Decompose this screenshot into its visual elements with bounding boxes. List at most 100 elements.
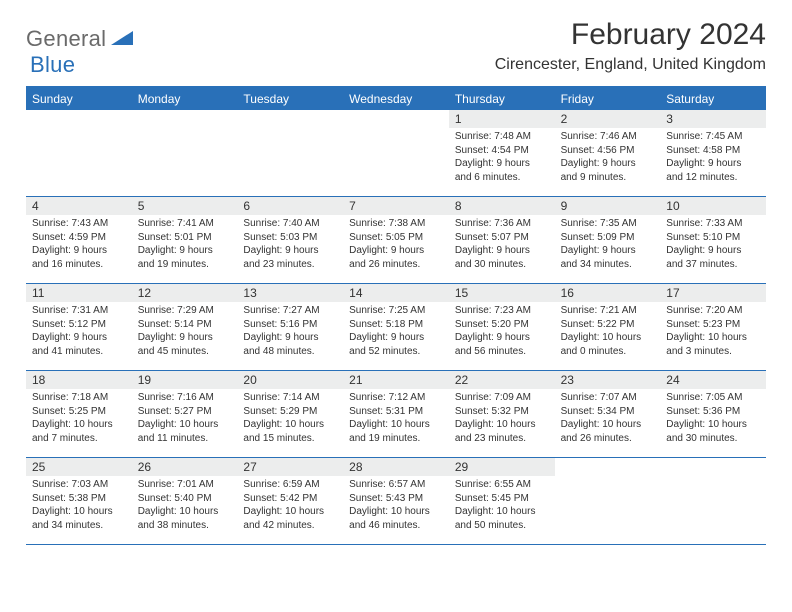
day-info: Sunrise: 6:55 AMSunset: 5:45 PMDaylight:… bbox=[453, 478, 551, 532]
day-cell: 2 Sunrise: 7:46 AMSunset: 4:56 PMDaylight… bbox=[555, 110, 661, 196]
day-cell: 21Sunrise: 7:12 AMSunset: 5:31 PMDayligh… bbox=[343, 371, 449, 457]
day-cell: 1Sunrise: 7:48 AMSunset: 4:54 PMDaylight… bbox=[449, 110, 555, 196]
day-cell: 11 Sunrise: 7:31 AMSunset: 5:12 PMDayligh… bbox=[26, 284, 132, 370]
day-cell: 9 Sunrise: 7:35 AMSunset: 5:09 PMDaylight… bbox=[555, 197, 661, 283]
day-info: Sunrise: 7:25 AMSunset: 5:18 PMDaylight:… bbox=[347, 304, 445, 358]
week-row: 25 Sunrise: 7:03 AMSunset: 5:38 PMDayligh… bbox=[26, 457, 766, 544]
day-info: Sunrise: 7:18 AMSunset: 5:25 PMDaylight:… bbox=[30, 391, 128, 445]
day-number: 18 bbox=[26, 371, 132, 389]
day-number: 23 bbox=[555, 371, 661, 389]
day-number: 12 bbox=[132, 284, 238, 302]
day-info: Sunrise: 7:48 AMSunset: 4:54 PMDaylight:… bbox=[453, 130, 551, 184]
day-number: 29 bbox=[449, 458, 555, 476]
day-info: Sunrise: 7:07 AMSunset: 5:34 PMDaylight:… bbox=[559, 391, 657, 445]
day-cell: 20 Sunrise: 7:14 AMSunset: 5:29 PMDayligh… bbox=[237, 371, 343, 457]
day-info: Sunrise: 7:36 AMSunset: 5:07 PMDaylight:… bbox=[453, 217, 551, 271]
day-info: Sunrise: 7:43 AMSunset: 4:59 PMDaylight:… bbox=[30, 217, 128, 271]
day-number: 16 bbox=[555, 284, 661, 302]
day-cell: 28 Sunrise: 6:57 AMSunset: 5:43 PMDayligh… bbox=[343, 458, 449, 544]
day-cell bbox=[555, 458, 661, 544]
week-row: 18 Sunrise: 7:18 AMSunset: 5:25 PMDayligh… bbox=[26, 370, 766, 457]
day-cell: 15 Sunrise: 7:23 AMSunset: 5:20 PMDayligh… bbox=[449, 284, 555, 370]
day-info: Sunrise: 7:03 AMSunset: 5:38 PMDaylight:… bbox=[30, 478, 128, 532]
day-number: 9 bbox=[555, 197, 661, 215]
day-cell: 7Sunrise: 7:38 AMSunset: 5:05 PMDaylight… bbox=[343, 197, 449, 283]
day-number: 20 bbox=[237, 371, 343, 389]
day-info: Sunrise: 7:41 AMSunset: 5:01 PMDaylight:… bbox=[136, 217, 234, 271]
day-info: Sunrise: 7:05 AMSunset: 5:36 PMDaylight:… bbox=[664, 391, 762, 445]
day-cell: 27Sunrise: 6:59 AMSunset: 5:42 PMDayligh… bbox=[237, 458, 343, 544]
day-cell bbox=[660, 458, 766, 544]
day-number: 8 bbox=[449, 197, 555, 215]
day-header-row: SundayMondayTuesdayWednesdayThursdayFrid… bbox=[26, 88, 766, 110]
day-header: Saturday bbox=[660, 88, 766, 110]
day-cell: 18 Sunrise: 7:18 AMSunset: 5:25 PMDayligh… bbox=[26, 371, 132, 457]
day-number: 10 bbox=[660, 197, 766, 215]
day-info: Sunrise: 6:57 AMSunset: 5:43 PMDaylight:… bbox=[347, 478, 445, 532]
day-number: 19 bbox=[132, 371, 238, 389]
day-header: Monday bbox=[132, 88, 238, 110]
day-number: 26 bbox=[132, 458, 238, 476]
day-header: Friday bbox=[555, 88, 661, 110]
day-cell: 13 Sunrise: 7:27 AMSunset: 5:16 PMDayligh… bbox=[237, 284, 343, 370]
calendar: SundayMondayTuesdayWednesdayThursdayFrid… bbox=[26, 86, 766, 545]
day-number: 4 bbox=[26, 197, 132, 215]
day-number: 25 bbox=[26, 458, 132, 476]
day-header: Wednesday bbox=[343, 88, 449, 110]
day-number: 21 bbox=[343, 371, 449, 389]
day-info: Sunrise: 7:20 AMSunset: 5:23 PMDaylight:… bbox=[664, 304, 762, 358]
day-number: 7 bbox=[343, 197, 449, 215]
day-cell: 22Sunrise: 7:09 AMSunset: 5:32 PMDayligh… bbox=[449, 371, 555, 457]
day-number: 2 bbox=[555, 110, 661, 128]
day-cell: 19 Sunrise: 7:16 AMSunset: 5:27 PMDayligh… bbox=[132, 371, 238, 457]
day-number: 6 bbox=[237, 197, 343, 215]
day-number: 28 bbox=[343, 458, 449, 476]
logo-text-general: General bbox=[26, 26, 106, 52]
header: General February 2024 Cirencester, Engla… bbox=[0, 0, 792, 78]
day-info: Sunrise: 7:33 AMSunset: 5:10 PMDaylight:… bbox=[664, 217, 762, 271]
day-number: 22 bbox=[449, 371, 555, 389]
logo: General bbox=[26, 26, 135, 52]
day-info: Sunrise: 7:23 AMSunset: 5:20 PMDaylight:… bbox=[453, 304, 551, 358]
day-cell: 5Sunrise: 7:41 AMSunset: 5:01 PMDaylight… bbox=[132, 197, 238, 283]
day-cell bbox=[237, 110, 343, 196]
day-info: Sunrise: 7:27 AMSunset: 5:16 PMDaylight:… bbox=[241, 304, 339, 358]
week-row: 1Sunrise: 7:48 AMSunset: 4:54 PMDaylight… bbox=[26, 110, 766, 196]
day-number: 3 bbox=[660, 110, 766, 128]
day-number: 24 bbox=[660, 371, 766, 389]
day-cell: 3 Sunrise: 7:45 AMSunset: 4:58 PMDaylight… bbox=[660, 110, 766, 196]
day-number: 13 bbox=[237, 284, 343, 302]
day-cell bbox=[343, 110, 449, 196]
day-cell: 25 Sunrise: 7:03 AMSunset: 5:38 PMDayligh… bbox=[26, 458, 132, 544]
day-cell: 23 Sunrise: 7:07 AMSunset: 5:34 PMDayligh… bbox=[555, 371, 661, 457]
day-cell: 16Sunrise: 7:21 AMSunset: 5:22 PMDayligh… bbox=[555, 284, 661, 370]
day-number: 14 bbox=[343, 284, 449, 302]
day-info: Sunrise: 7:35 AMSunset: 5:09 PMDaylight:… bbox=[559, 217, 657, 271]
day-info: Sunrise: 7:45 AMSunset: 4:58 PMDaylight:… bbox=[664, 130, 762, 184]
day-info: Sunrise: 7:46 AMSunset: 4:56 PMDaylight:… bbox=[559, 130, 657, 184]
day-info: Sunrise: 7:31 AMSunset: 5:12 PMDaylight:… bbox=[30, 304, 128, 358]
day-number: 17 bbox=[660, 284, 766, 302]
day-number: 15 bbox=[449, 284, 555, 302]
day-cell: 8 Sunrise: 7:36 AMSunset: 5:07 PMDaylight… bbox=[449, 197, 555, 283]
day-cell: 29 Sunrise: 6:55 AMSunset: 5:45 PMDayligh… bbox=[449, 458, 555, 544]
day-header: Sunday bbox=[26, 88, 132, 110]
day-cell: 17 Sunrise: 7:20 AMSunset: 5:23 PMDayligh… bbox=[660, 284, 766, 370]
day-cell: 6Sunrise: 7:40 AMSunset: 5:03 PMDaylight… bbox=[237, 197, 343, 283]
day-cell: 10 Sunrise: 7:33 AMSunset: 5:10 PMDayligh… bbox=[660, 197, 766, 283]
day-number: 11 bbox=[26, 284, 132, 302]
week-row: 11 Sunrise: 7:31 AMSunset: 5:12 PMDayligh… bbox=[26, 283, 766, 370]
month-title: February 2024 bbox=[495, 18, 766, 52]
logo-blue-wrap: Blue bbox=[30, 52, 75, 78]
day-cell: 26Sunrise: 7:01 AMSunset: 5:40 PMDayligh… bbox=[132, 458, 238, 544]
day-cell: 24 Sunrise: 7:05 AMSunset: 5:36 PMDayligh… bbox=[660, 371, 766, 457]
day-info: Sunrise: 7:14 AMSunset: 5:29 PMDaylight:… bbox=[241, 391, 339, 445]
day-cell: 4 Sunrise: 7:43 AMSunset: 4:59 PMDaylight… bbox=[26, 197, 132, 283]
logo-text-blue: Blue bbox=[30, 52, 75, 77]
title-block: February 2024 Cirencester, England, Unit… bbox=[495, 18, 766, 74]
location-subtitle: Cirencester, England, United Kingdom bbox=[495, 56, 766, 74]
day-header: Thursday bbox=[449, 88, 555, 110]
day-cell bbox=[132, 110, 238, 196]
day-cell bbox=[26, 110, 132, 196]
day-info: Sunrise: 7:16 AMSunset: 5:27 PMDaylight:… bbox=[136, 391, 234, 445]
